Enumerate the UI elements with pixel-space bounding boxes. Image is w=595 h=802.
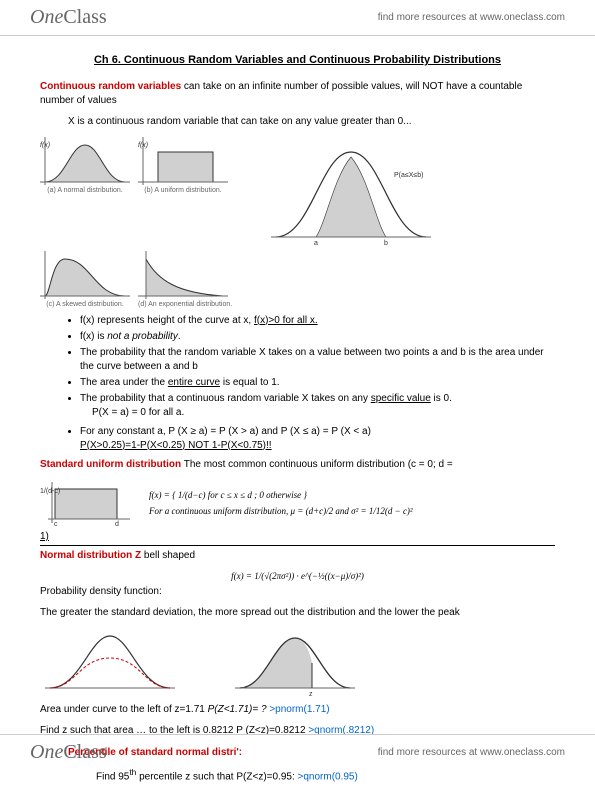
- fig-uniform-small: f(x) (b) A uniform distribution.: [138, 137, 228, 194]
- page-footer: OneClass find more resources at www.onec…: [0, 734, 595, 770]
- svg-text:1/(d-c): 1/(d-c): [40, 488, 60, 495]
- expo-icon: [138, 251, 228, 301]
- normal-figs-row: z: [40, 628, 555, 698]
- bullet-5-sub: P(X = a) = 0 for all a.: [92, 406, 555, 420]
- spread-line: The greater the standard deviation, the …: [40, 606, 555, 620]
- uniform-icon: f(x): [138, 137, 228, 187]
- svg-text:a: a: [314, 240, 318, 247]
- svg-text:f(x): f(x): [138, 142, 148, 149]
- bullet-2: f(x) is not a probability.: [80, 330, 555, 344]
- caption-uniform: (b) A uniform distribution.: [138, 187, 228, 194]
- normal-line: Normal distribution Z bell shaped: [40, 549, 555, 563]
- page-title: Ch 6. Continuous Random Variables and Co…: [40, 54, 555, 66]
- uniform-piecewise: f(x) = { 1/(d−c) for c ≤ x ≤ d ; 0 other…: [149, 490, 413, 500]
- page-header: OneClass find more resources at www.onec…: [0, 0, 595, 36]
- skewed-icon: [40, 251, 130, 301]
- normal-left-shade-icon: z: [230, 628, 360, 698]
- fig-skewed-small: (c) A skewed distribution.: [40, 251, 130, 308]
- x-line: X is a continuous random variable that c…: [68, 115, 555, 129]
- caption-skewed: (c) A skewed distribution.: [40, 301, 130, 308]
- footer-logo-part1: One: [30, 741, 63, 763]
- svg-text:P(a≤X≤b): P(a≤X≤b): [394, 172, 423, 179]
- footer-tagline: find more resources at www.oneclass.com: [378, 747, 565, 758]
- bullet-5: The probability that a continuous random…: [80, 392, 555, 420]
- normal-spread-icon: [40, 628, 180, 698]
- bullet-6: For any constant a, P (X ≥ a) = P (X > a…: [80, 425, 555, 453]
- bullet-6-sub: P(X>0.25)=1-P(X<0.25) NOT 1-P(X<0.75)!!: [80, 439, 555, 453]
- svg-text:c: c: [54, 521, 58, 527]
- std-uniform-line: Standard uniform distribution The most c…: [40, 458, 555, 472]
- bullet-4: The area under the entire curve is equal…: [80, 376, 555, 390]
- underline-one: 1): [40, 531, 555, 546]
- svg-text:b: b: [384, 240, 388, 247]
- svg-text:f(x): f(x): [40, 142, 50, 149]
- bullet-1: f(x) represents height of the curve at x…: [80, 314, 555, 328]
- svg-text:d: d: [115, 521, 119, 527]
- normal-pdf: f(x) = 1/(√(2πσ²)) · e^(−½((x−μ)/σ)²): [40, 571, 555, 581]
- fig-expo-small: (d) An exponential distribution.: [138, 251, 232, 308]
- pdf-label: Probability density function:: [40, 585, 555, 599]
- header-tagline: find more resources at www.oneclass.com: [378, 12, 565, 23]
- logo-part1: One: [30, 6, 63, 28]
- fig-normal-shaded-big: a b P(a≤X≤b): [266, 137, 436, 247]
- fig-row-2: (c) A skewed distribution. (d) An expone…: [40, 251, 555, 308]
- caption-expo: (d) An exponential distribution.: [138, 301, 232, 308]
- uniform-figure-row: 1/(d-c) c d f(x) = { 1/(d−c) for c ≤ x ≤…: [40, 479, 555, 527]
- normal-shaded-icon: a b P(a≤X≤b): [266, 137, 436, 247]
- logo-part2: Class: [63, 6, 106, 28]
- uniform-note: For a continuous uniform distribution, μ…: [149, 506, 413, 516]
- uniform-diagram-icon: 1/(d-c) c d: [40, 479, 135, 527]
- footer-logo: OneClass: [30, 741, 107, 764]
- bullet-list-2: For any constant a, P (X ≥ a) = P (X > a…: [80, 425, 555, 453]
- normal-curve-icon: f(x): [40, 137, 130, 187]
- bullet-3: The probability that the random variable…: [80, 346, 555, 374]
- bullet-list-1: f(x) represents height of the curve at x…: [80, 314, 555, 420]
- z-line-1: Area under curve to the left of z=1.71 P…: [40, 703, 555, 717]
- page-content: Ch 6. Continuous Random Variables and Co…: [0, 36, 595, 802]
- fig-normal-small: f(x) (a) A normal distribution.: [40, 137, 130, 194]
- intro-para: Continuous random variables can take on …: [40, 80, 555, 107]
- svg-text:z: z: [309, 691, 313, 698]
- intro-lead: Continuous random variables: [40, 81, 181, 92]
- divider-1: [40, 545, 555, 546]
- footer-logo-part2: Class: [63, 741, 106, 763]
- logo: OneClass: [30, 6, 107, 29]
- fig-row-1: f(x) (a) A normal distribution. f(x) (b)…: [40, 137, 555, 247]
- caption-normal: (a) A normal distribution.: [40, 187, 130, 194]
- uniform-formula-block: f(x) = { 1/(d−c) for c ≤ x ≤ d ; 0 other…: [149, 490, 413, 516]
